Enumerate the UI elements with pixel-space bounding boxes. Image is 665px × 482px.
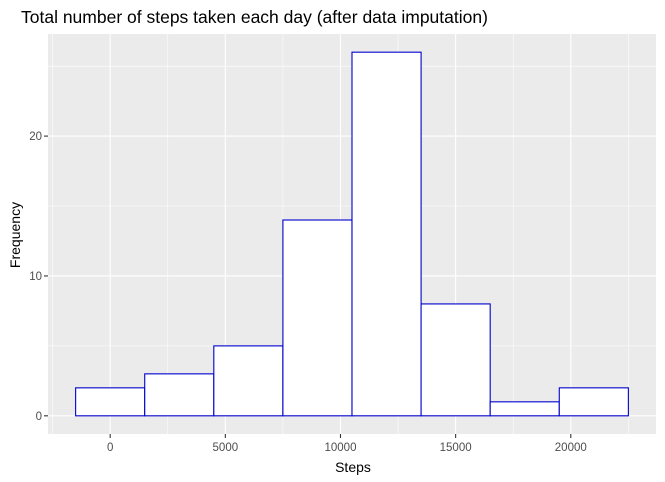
histogram-bar-1 [75,387,146,417]
chart-title: Total number of steps taken each day (af… [21,7,488,27]
y-axis: 0 10 20 [29,131,48,423]
x-tick-label: 15000 [440,442,472,454]
y-tick-label: 20 [29,131,42,143]
histogram-bars [75,51,629,417]
y-tick-label: 0 [36,411,42,423]
histogram-bar-5 [351,51,422,417]
x-axis-title: Steps [335,459,371,475]
x-tick-label: 5000 [213,442,239,454]
histogram-bar-8 [558,387,629,417]
x-tick-label: 10000 [324,442,356,454]
histogram-bar-7 [489,401,560,417]
histogram-bar-3 [213,345,284,417]
histogram-bar-4 [282,219,353,417]
y-axis-title: Frequency [7,202,23,268]
x-tick-label: 20000 [555,442,587,454]
histogram-bar-2 [144,373,215,417]
histogram-bar-6 [420,303,491,417]
x-axis: 0 5000 10000 15000 20000 [107,434,587,454]
y-tick-label: 10 [29,271,42,283]
x-tick-label: 0 [107,442,113,454]
